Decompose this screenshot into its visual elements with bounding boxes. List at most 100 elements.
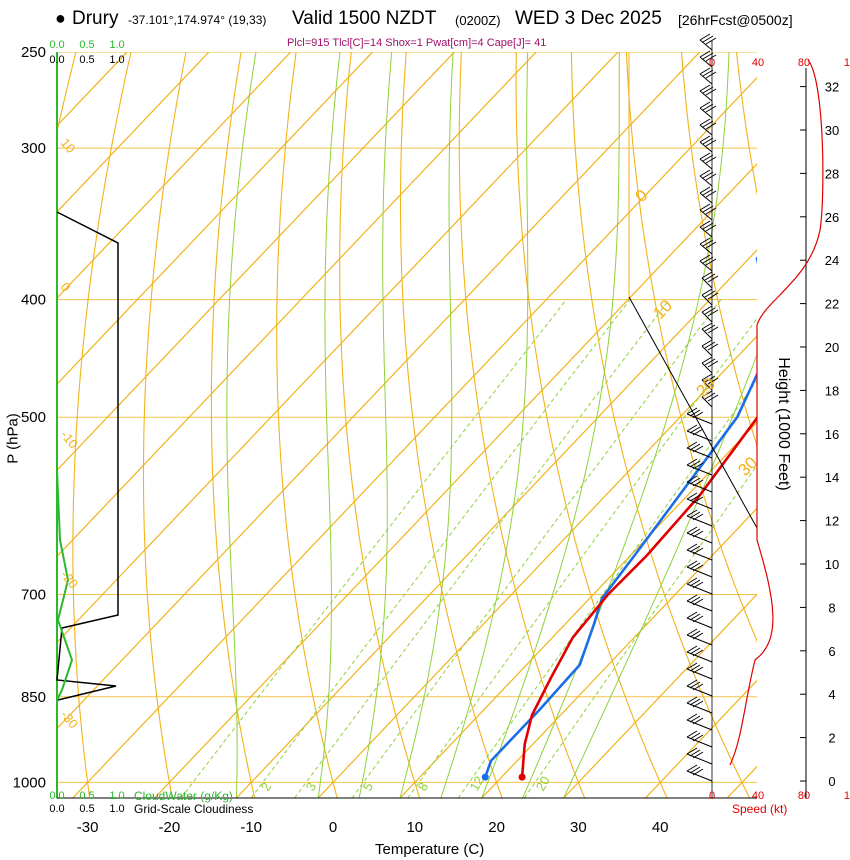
wind-barb-staff bbox=[699, 209, 713, 221]
isotherm-line bbox=[57, 52, 619, 644]
isotherm-line bbox=[57, 52, 373, 385]
wind-barb-staff bbox=[699, 124, 713, 136]
wind-barb-flag bbox=[702, 239, 714, 247]
wind-barb-flag bbox=[689, 766, 701, 774]
forecast-run: [26hrFcst@0500z] bbox=[678, 12, 793, 28]
wind-barb-flag bbox=[705, 173, 717, 181]
cloudwater-tick-bottom: 0.5 bbox=[79, 790, 94, 802]
wind-barb-flag bbox=[701, 356, 713, 364]
y-tick-label: 400 bbox=[21, 292, 46, 309]
wind-barb-flag bbox=[705, 71, 717, 79]
wind-barb-flag bbox=[699, 169, 711, 177]
wind-barb-flag bbox=[686, 441, 698, 449]
dry-adiabat bbox=[625, 52, 757, 643]
temperature-profile bbox=[520, 415, 757, 778]
wind-barb-flag bbox=[686, 458, 698, 466]
wind-barb-flag bbox=[702, 35, 714, 43]
cloudiness-tick-bottom: 1.0 bbox=[109, 803, 124, 815]
isotherm-line bbox=[57, 52, 210, 213]
wind-barb-flag bbox=[689, 409, 701, 417]
wind-barb-flag bbox=[692, 530, 704, 538]
wind-barb-staff bbox=[699, 175, 713, 187]
forecast-date: WED 3 Dec 2025 bbox=[515, 8, 662, 29]
station-dot: ● bbox=[55, 8, 66, 28]
wind-barb-flag bbox=[686, 475, 698, 483]
height-tick-label: 24 bbox=[825, 253, 839, 268]
height-tick-label: 10 bbox=[825, 557, 839, 572]
wind-barb-flag bbox=[686, 747, 698, 755]
height-curve bbox=[729, 59, 824, 766]
height-tick-label: 18 bbox=[825, 383, 839, 398]
wind-barb-flag bbox=[704, 290, 716, 298]
wind-barb-flag bbox=[699, 101, 711, 109]
wind-barb-flag bbox=[686, 560, 698, 568]
wind-barb-flag bbox=[689, 647, 701, 655]
speed-tick-bottom: 0 bbox=[709, 790, 715, 802]
wind-barb-flag bbox=[689, 698, 701, 706]
wind-barb-flag bbox=[699, 67, 711, 75]
wind-barb-flag bbox=[705, 54, 717, 62]
station-coords: -37.101°,174.974° (19,33) bbox=[128, 13, 267, 27]
wind-barb-flag bbox=[689, 443, 701, 451]
surface-dewpoint-dot bbox=[481, 773, 489, 781]
wind-barb-flag bbox=[692, 632, 704, 640]
wind-barb-flag bbox=[704, 358, 716, 366]
wind-barb-flag bbox=[705, 190, 717, 198]
wind-barb-flag bbox=[692, 615, 704, 623]
wind-barb-staff bbox=[701, 294, 713, 306]
height-tick-label: 32 bbox=[825, 80, 839, 95]
wind-barb-flag bbox=[707, 360, 719, 368]
wind-barb-flag bbox=[704, 392, 716, 400]
wind-barb-flag bbox=[692, 751, 704, 759]
wind-barb-flag bbox=[692, 445, 704, 453]
surface-temp-dot bbox=[518, 773, 526, 781]
wind-barb-flag bbox=[692, 581, 704, 589]
moist-adiabat bbox=[440, 52, 529, 798]
wind-barb-flag bbox=[692, 717, 704, 725]
mixing-ratio-line bbox=[407, 317, 757, 798]
wind-barb-flag bbox=[699, 135, 711, 143]
wind-barb-staff bbox=[701, 311, 713, 323]
wind-barb-flag bbox=[704, 273, 716, 281]
wind-barb-flag bbox=[692, 479, 704, 487]
wind-barb-staff bbox=[701, 328, 713, 340]
wind-barb-flag bbox=[705, 139, 717, 147]
dry-adiabat bbox=[458, 52, 586, 798]
wind-barb-flag bbox=[701, 271, 713, 279]
dry-adiabat bbox=[847, 52, 850, 798]
wind-barb-flag bbox=[692, 649, 704, 657]
parcel-trace bbox=[845, 182, 850, 286]
wind-barb-flag bbox=[689, 749, 701, 757]
wind-barb-flag bbox=[689, 494, 701, 502]
speed-label: Speed (kt) bbox=[732, 802, 788, 816]
wind-barb-flag bbox=[699, 220, 711, 228]
sounding-params: Plcl=915 Tlcl[C]=14 Shox=1 Pwat[cm]=4 Ca… bbox=[287, 37, 547, 49]
height-tick-label: 0 bbox=[828, 774, 835, 789]
wind-barb-staff bbox=[701, 362, 713, 374]
wind-barb-flag bbox=[689, 681, 701, 689]
cloudwater-tick-bottom: 1.0 bbox=[109, 790, 124, 802]
wind-barb-flag bbox=[704, 375, 716, 383]
wind-barb-flag bbox=[689, 732, 701, 740]
isotherm-line bbox=[809, 52, 850, 798]
wind-barb-flag bbox=[702, 137, 714, 145]
wind-barb-flag bbox=[705, 241, 717, 249]
height-tick-label: 16 bbox=[825, 427, 839, 442]
isotherm-line bbox=[481, 507, 757, 798]
wind-barb-flag bbox=[702, 86, 714, 94]
moist-adiabat bbox=[522, 52, 730, 798]
wind-barb-flag bbox=[686, 509, 698, 517]
wind-barb-flag bbox=[689, 545, 701, 553]
wind-barb-flag bbox=[701, 339, 713, 347]
wind-barb-staff bbox=[701, 277, 713, 289]
wind-barb-staff bbox=[699, 141, 713, 153]
wind-barb-flag bbox=[705, 207, 717, 215]
moist-adiabat bbox=[563, 353, 757, 798]
wind-barb-flag bbox=[702, 52, 714, 60]
wind-barb-flag bbox=[686, 713, 698, 721]
wind-barb-flag bbox=[686, 594, 698, 602]
cloudiness-tick-bottom: 0.5 bbox=[79, 803, 94, 815]
wind-barb-flag bbox=[705, 88, 717, 96]
dry-adiabat bbox=[339, 52, 421, 798]
